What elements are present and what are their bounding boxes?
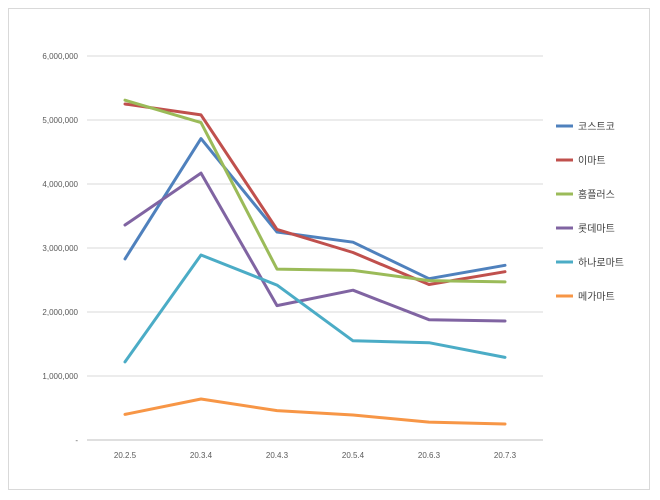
series-line	[123, 397, 507, 426]
legend-label: 하나로마트	[578, 256, 624, 269]
series-line	[123, 98, 507, 284]
series-lines	[123, 98, 507, 426]
series-line	[123, 137, 507, 281]
x-tick-label: 20.4.3	[266, 451, 289, 460]
legend-label: 메가마트	[578, 291, 615, 303]
legend-label: 홈플러스	[578, 188, 615, 201]
legend-label: 이마트	[578, 155, 606, 167]
y-tick-label: 4,000,000	[42, 180, 78, 189]
series-line	[123, 253, 507, 364]
legend-label: 롯데마트	[578, 223, 615, 235]
x-tick-label: 20.5.4	[342, 451, 365, 460]
gridlines	[87, 55, 543, 441]
series-line	[123, 102, 507, 286]
x-tick-label: 20.6.3	[418, 451, 441, 460]
y-axis-ticks: - 1,000,000 2,000,000 3,000,000 4,000,000 5,0…	[42, 52, 78, 445]
series-line	[123, 171, 507, 323]
y-tick-label: 5,000,000	[42, 116, 78, 125]
y-tick-label: 6,000,000	[42, 52, 78, 61]
y-tick-label: 3,000,000	[42, 244, 78, 253]
y-tick-label: -	[75, 436, 78, 445]
x-axis-ticks: 20.2.5 20.3.4 20.4.3 20.5.4 20.6.3 20.7.3	[114, 451, 517, 460]
y-tick-label: 1,000,000	[42, 372, 78, 381]
x-tick-label: 20.2.5	[114, 451, 137, 460]
legend-label: 코스트코	[578, 121, 615, 133]
x-tick-label: 20.7.3	[494, 451, 517, 460]
chart-frame	[8, 8, 650, 490]
x-tick-label: 20.3.4	[190, 451, 213, 460]
y-tick-label: 2,000,000	[42, 308, 78, 317]
